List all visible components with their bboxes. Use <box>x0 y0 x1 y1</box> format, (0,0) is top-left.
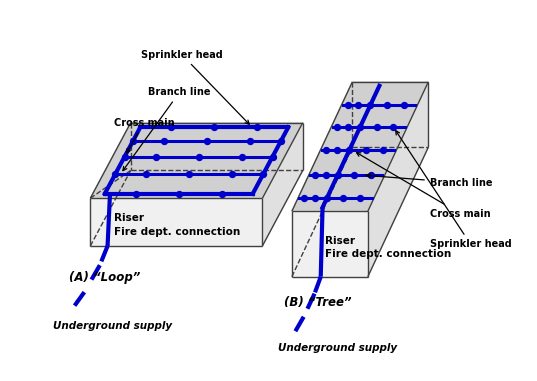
Point <box>277 138 285 144</box>
Point <box>378 147 387 154</box>
Point <box>361 147 370 154</box>
Text: (A) “Loop”: (A) “Loop” <box>69 271 140 283</box>
Point <box>175 190 183 197</box>
Text: Fire dept. connection: Fire dept. connection <box>114 227 240 237</box>
Point <box>367 172 375 178</box>
Text: Sprinkler head: Sprinkler head <box>396 131 512 250</box>
Point <box>268 154 277 160</box>
Text: Sprinkler head: Sprinkler head <box>141 50 249 124</box>
Point <box>246 138 255 144</box>
Text: Riser: Riser <box>325 235 355 246</box>
Point <box>350 172 359 178</box>
Text: Riser: Riser <box>114 213 144 223</box>
Point <box>142 171 150 177</box>
Text: Fire dept. connection: Fire dept. connection <box>325 250 452 259</box>
Text: Underground supply: Underground supply <box>278 343 397 353</box>
Point <box>345 147 353 154</box>
Polygon shape <box>90 198 263 246</box>
Point <box>355 124 364 130</box>
Point <box>323 195 331 202</box>
Point <box>333 147 342 154</box>
Point <box>217 190 226 197</box>
Point <box>310 172 319 178</box>
Polygon shape <box>263 123 303 246</box>
Polygon shape <box>292 211 368 277</box>
Polygon shape <box>90 123 303 198</box>
Point <box>400 102 408 108</box>
Point <box>339 195 348 202</box>
Point <box>259 171 267 177</box>
Point <box>321 172 330 178</box>
Point <box>111 171 120 177</box>
Point <box>343 102 352 108</box>
Polygon shape <box>292 82 429 211</box>
Point <box>151 154 160 160</box>
Polygon shape <box>368 82 429 277</box>
Point <box>333 124 342 130</box>
Point <box>159 138 168 144</box>
Point <box>185 171 194 177</box>
Point <box>333 172 342 178</box>
Point <box>228 171 237 177</box>
Text: Cross main: Cross main <box>114 118 174 153</box>
Point <box>356 195 365 202</box>
Point <box>373 124 381 130</box>
Point <box>237 154 246 160</box>
Point <box>253 124 262 130</box>
Point <box>354 102 362 108</box>
Point <box>203 138 212 144</box>
Point <box>300 195 308 202</box>
Point <box>210 124 219 130</box>
Point <box>194 154 203 160</box>
Point <box>132 190 140 197</box>
Point <box>366 102 375 108</box>
Point <box>322 147 331 154</box>
Text: Underground supply: Underground supply <box>53 321 172 331</box>
Text: Cross main: Cross main <box>357 152 490 219</box>
Point <box>129 138 137 144</box>
Point <box>120 154 129 160</box>
Point <box>344 124 352 130</box>
Point <box>389 124 398 130</box>
Text: Branch line: Branch line <box>123 87 211 171</box>
Point <box>167 124 176 130</box>
Point <box>383 102 391 108</box>
Text: Branch line: Branch line <box>366 174 492 188</box>
Text: (B) “Tree”: (B) “Tree” <box>284 296 352 309</box>
Point <box>310 195 319 202</box>
